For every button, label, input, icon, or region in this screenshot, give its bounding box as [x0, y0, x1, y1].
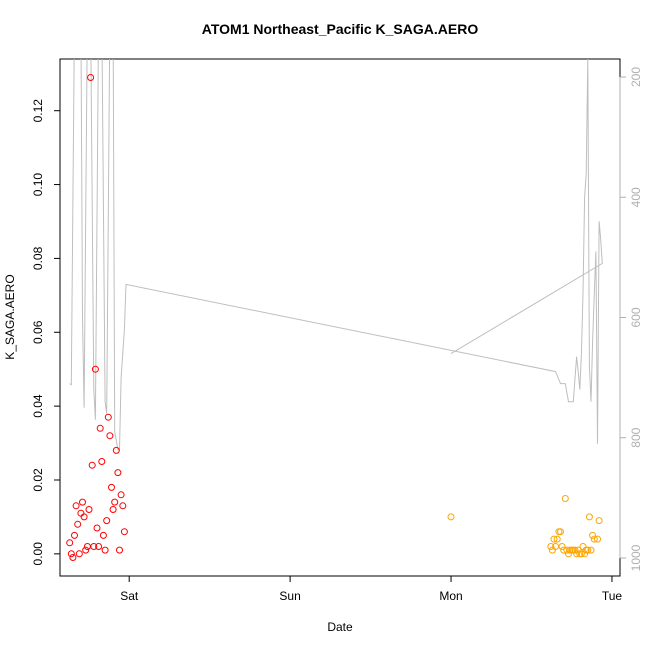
y2-tick-label: 600 — [629, 307, 643, 327]
x-tick-label: Mon — [439, 589, 462, 603]
data-point-orange — [595, 517, 603, 525]
data-point-red — [111, 498, 119, 506]
y-tick-label: 0.02 — [31, 468, 45, 492]
data-point-red — [101, 546, 109, 554]
data-point-red — [120, 528, 128, 536]
y-tick-label: 0.00 — [31, 542, 45, 566]
data-point-red — [90, 543, 98, 550]
data-point-red — [104, 413, 112, 421]
data-point-orange — [573, 550, 581, 558]
chart-title: ATOM1 Northeast_Pacific K_SAGA.AERO — [202, 21, 479, 37]
data-point-red — [106, 432, 114, 440]
data-point-red — [116, 546, 123, 554]
data-point-orange — [558, 543, 566, 550]
pressure-series-line — [69, 59, 603, 451]
plot-frame — [59, 58, 621, 577]
x-tick-label: Sun — [279, 589, 300, 603]
data-point-red — [66, 539, 74, 547]
data-point-orange — [447, 513, 455, 521]
y2-tick-label: 400 — [629, 187, 643, 207]
y-tick-label: 0.04 — [31, 394, 45, 418]
y-axis-label: K_SAGA.AERO — [3, 274, 17, 359]
data-point-orange — [585, 513, 593, 521]
data-point-red — [91, 365, 99, 373]
data-point-red — [80, 513, 88, 521]
data-points-layer — [66, 74, 603, 561]
data-point-red — [108, 483, 115, 491]
data-point-red — [93, 524, 101, 532]
data-point-red — [74, 520, 82, 528]
data-point-orange — [550, 535, 558, 543]
data-point-orange — [587, 546, 595, 554]
x-tick-label: Tue — [602, 589, 623, 603]
data-point-red — [71, 531, 78, 539]
y2-tick-label: 1000 — [629, 544, 643, 571]
data-point-red — [87, 74, 95, 81]
data-point-red — [112, 446, 120, 454]
data-point-red — [79, 498, 86, 506]
data-point-red — [88, 461, 96, 469]
data-point-orange — [594, 535, 601, 543]
data-point-red — [95, 543, 103, 550]
y2-tick-label: 200 — [629, 67, 643, 87]
data-point-orange — [553, 535, 561, 543]
data-point-orange — [584, 546, 592, 554]
data-point-orange — [561, 495, 569, 502]
x-axis-label: Date — [327, 620, 353, 634]
data-point-red — [72, 502, 80, 510]
y2-axis-pressure: 200 400 600 800 1000 — [619, 67, 643, 571]
data-point-orange — [548, 546, 556, 554]
data-point-red — [77, 509, 85, 517]
x-axis: Sat Sun Mon Tue — [120, 575, 623, 603]
y-tick-label: 0.10 — [31, 173, 45, 197]
data-point-orange — [577, 550, 585, 558]
data-point-red — [117, 491, 125, 499]
data-point-orange — [557, 528, 564, 536]
data-point-red — [103, 517, 111, 525]
y2-tick-label: 800 — [629, 427, 643, 447]
y-axis: 0.00 0.02 0.04 0.06 0.08 0.10 0.12 — [31, 99, 61, 566]
data-point-orange — [547, 543, 555, 550]
data-point-red — [98, 458, 106, 465]
y-tick-label: 0.06 — [31, 320, 45, 344]
data-point-red — [85, 506, 93, 513]
data-point-orange — [590, 535, 598, 543]
y-tick-label: 0.12 — [31, 99, 45, 123]
data-point-red — [96, 424, 104, 432]
data-point-red — [82, 546, 90, 554]
data-point-red — [99, 531, 107, 539]
data-point-orange — [589, 531, 597, 539]
data-point-orange — [571, 546, 579, 554]
data-point-red — [83, 543, 91, 550]
x-tick-label: Sat — [120, 589, 139, 603]
data-point-red — [69, 554, 77, 561]
pressure-line-layer — [69, 59, 603, 451]
data-point-red — [114, 469, 122, 477]
data-point-red — [119, 502, 127, 510]
data-point-red — [109, 506, 117, 513]
data-point-red — [67, 550, 75, 558]
data-point-red — [75, 550, 83, 558]
y-tick-label: 0.08 — [31, 246, 45, 270]
